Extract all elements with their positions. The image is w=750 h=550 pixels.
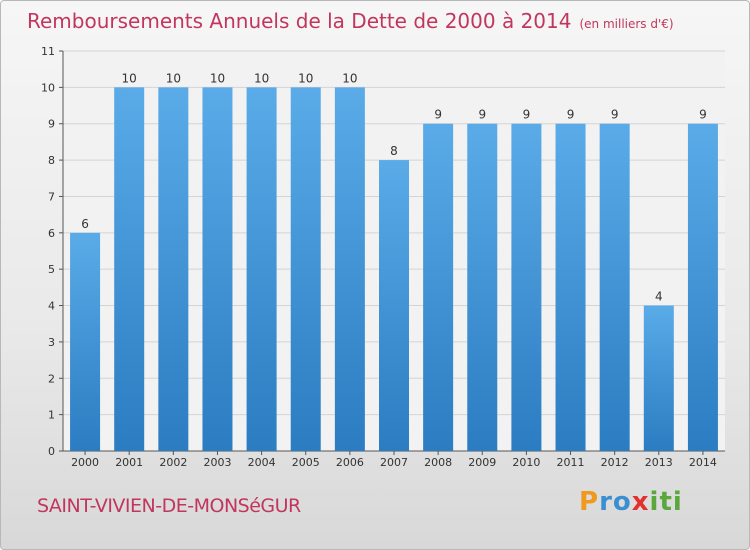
x-tick-label: 2001 [115,456,143,469]
chart-title-text: Remboursements Annuels de la Dette de 20… [27,9,572,33]
bar-value-label: 10 [210,71,225,85]
y-tick-label: 6 [48,227,55,240]
x-tick-label: 2000 [71,456,99,469]
y-tick-label: 8 [48,154,55,167]
x-tick-label: 2012 [601,456,629,469]
bar-value-label: 9 [478,108,486,122]
bar-2004 [246,87,277,451]
x-tick-label: 2011 [557,456,585,469]
bar-2005 [290,87,321,451]
bar-2009 [467,123,498,452]
bar-2013 [643,305,674,451]
bar-value-label: 10 [298,71,313,85]
x-tick-label: 2007 [380,456,408,469]
bar-2001 [114,87,145,451]
x-tick-label: 2010 [512,456,540,469]
bar-2003 [202,87,233,451]
bar-2014 [687,123,718,452]
bar-2002 [158,87,189,451]
x-tick-label: 2013 [645,456,673,469]
bar-value-label: 4 [655,290,663,304]
y-tick-label: 5 [48,263,55,276]
x-tick-label: 2002 [159,456,187,469]
bar-value-label: 10 [342,71,357,85]
x-tick-label: 2005 [292,456,320,469]
bar-value-label: 9 [523,108,531,122]
y-tick-label: 11 [41,45,55,58]
bar-value-label: 8 [390,144,398,158]
y-tick-label: 4 [48,300,55,313]
y-tick-label: 7 [48,190,55,203]
bar-value-label: 6 [81,217,89,231]
bar-2006 [334,87,365,451]
x-tick-label: 2003 [203,456,231,469]
bar-layer [70,87,718,452]
bar-value-label: 9 [434,108,442,122]
y-tick-label: 9 [48,118,55,131]
proxiti-logo: Proxiti [579,487,683,517]
bar-value-label: 10 [166,71,181,85]
bar-value-label: 10 [254,71,269,85]
x-tick-label: 2014 [689,456,717,469]
chart-title: Remboursements Annuels de la Dette de 20… [27,9,674,33]
label-layer: 6 2000 10 2001 10 2002 10 2003 10 2004 10 2005 10 200… [71,71,717,469]
bar-value-label: 9 [699,108,707,122]
y-tick-label: 0 [48,445,55,458]
bar-2000 [70,232,101,451]
bar-2008 [423,123,454,452]
commune-name: SAINT-VIVIEN-DE-MONSéGUR [37,495,301,517]
x-tick-label: 2008 [424,456,452,469]
bar-2010 [511,123,542,452]
bar-value-label: 10 [122,71,137,85]
y-tick-label: 2 [48,372,55,385]
bar-value-label: 9 [611,108,619,122]
y-tick-label: 3 [48,336,55,349]
chart-subtitle: (en milliers d'€) [579,17,674,31]
y-tick-label: 10 [41,81,55,94]
bar-2012 [599,123,630,452]
x-tick-label: 2009 [468,456,496,469]
x-tick-label: 2004 [248,456,276,469]
bar-2011 [555,123,586,452]
bar-chart: 0 1 2 3 4 5 6 7 8 9 10 11 6 2000 10 2001 10 2002 10 2003 10… [41,45,725,469]
x-tick-label: 2006 [336,456,364,469]
bar-value-label: 9 [567,108,575,122]
y-tick-label: 1 [48,409,55,422]
bar-2007 [379,160,409,451]
